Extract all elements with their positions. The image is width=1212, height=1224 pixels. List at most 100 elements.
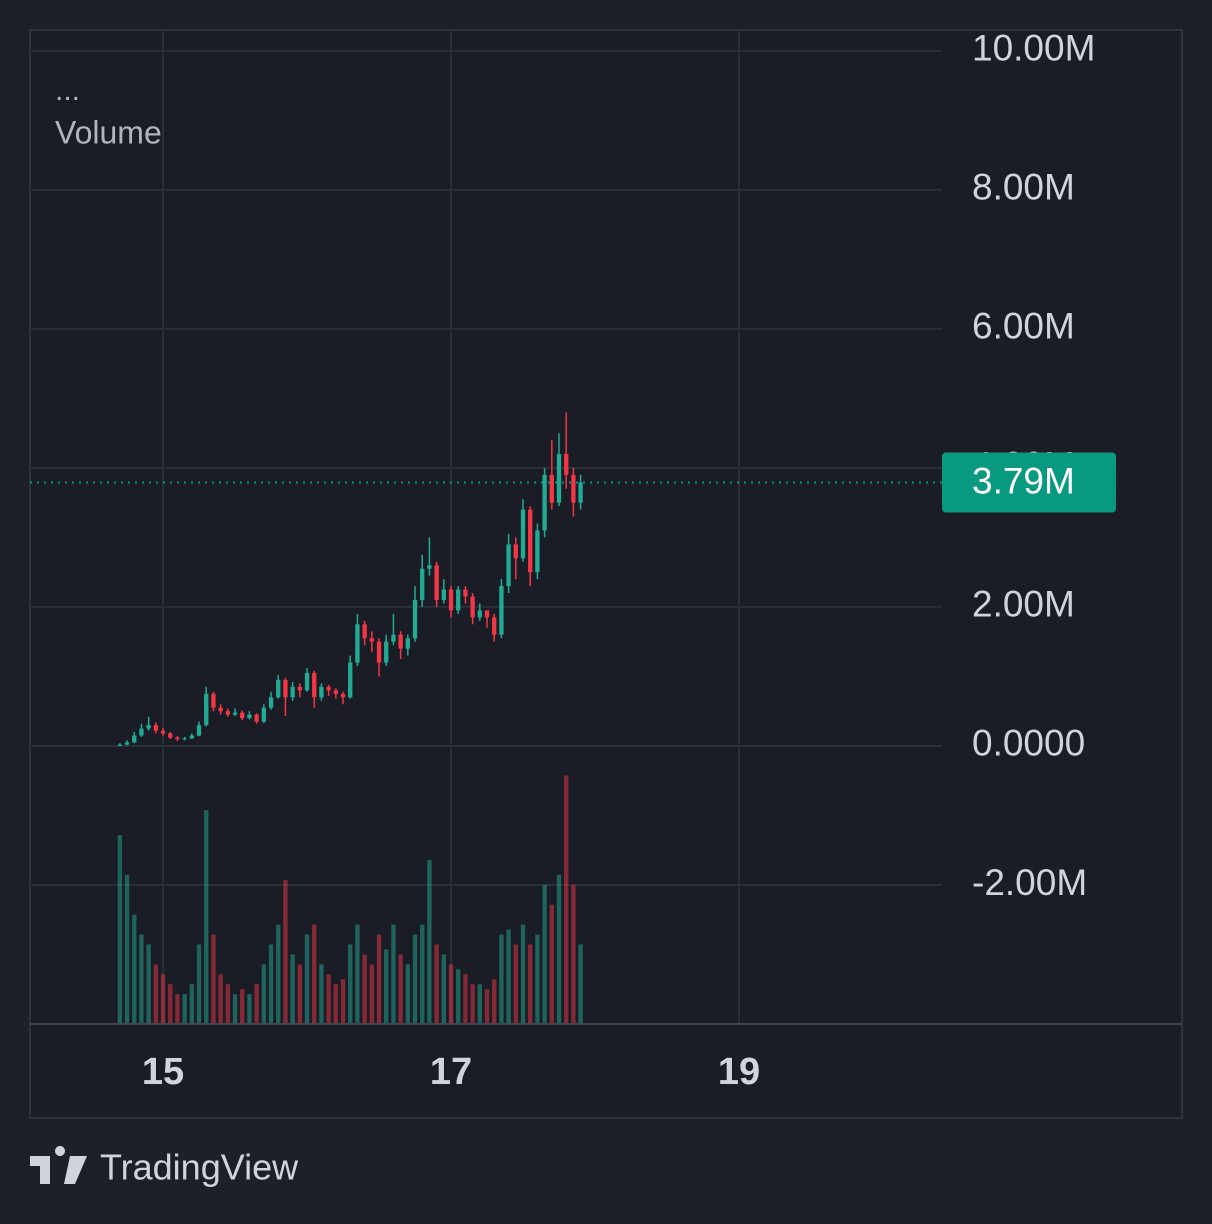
last-price-badge bbox=[942, 452, 1116, 513]
volume-bar bbox=[398, 954, 403, 1024]
volume-bar bbox=[261, 964, 266, 1024]
volume-bar bbox=[513, 944, 518, 1024]
candle-body bbox=[117, 744, 123, 746]
watermark: TradingView bbox=[100, 1147, 299, 1188]
volume-bar bbox=[556, 874, 562, 1024]
candle-body bbox=[168, 733, 173, 738]
volume-bar bbox=[204, 810, 209, 1024]
candle-body bbox=[484, 610, 490, 618]
candle-body bbox=[369, 638, 374, 642]
volume-pane bbox=[117, 775, 583, 1024]
candle-body bbox=[492, 617, 497, 635]
candle-body bbox=[448, 589, 454, 611]
candle-body bbox=[405, 638, 410, 649]
candle-body bbox=[463, 589, 468, 597]
candle-body bbox=[376, 641, 382, 663]
candle-body bbox=[571, 474, 576, 503]
volume-bar bbox=[290, 954, 295, 1024]
volume-bar bbox=[412, 934, 418, 1024]
candle-body bbox=[225, 711, 230, 715]
volume-bar bbox=[247, 994, 252, 1024]
volume-bar bbox=[297, 964, 302, 1024]
candle-body bbox=[124, 742, 130, 745]
volume-bar bbox=[448, 964, 454, 1024]
legend-menu[interactable]: ... bbox=[55, 74, 80, 107]
volume-bar bbox=[182, 994, 187, 1024]
candle-body bbox=[196, 725, 202, 736]
volume-bar bbox=[456, 969, 461, 1024]
volume-bar bbox=[384, 949, 389, 1024]
volume-bar bbox=[189, 984, 194, 1024]
volume-bar bbox=[477, 984, 482, 1024]
volume-bar bbox=[405, 964, 410, 1024]
volume-bar bbox=[535, 934, 540, 1024]
candle-body bbox=[499, 586, 504, 635]
volume-bar bbox=[484, 989, 490, 1024]
volume-bar bbox=[153, 964, 159, 1024]
volume-bar bbox=[333, 984, 338, 1024]
volume-bar bbox=[542, 884, 547, 1024]
logo-icon bbox=[30, 1146, 87, 1184]
volume-bar bbox=[326, 974, 331, 1024]
volume-bar bbox=[283, 879, 288, 1024]
volume-bar bbox=[175, 994, 180, 1024]
candle-body bbox=[477, 610, 482, 618]
volume-bar bbox=[362, 954, 367, 1024]
volume-bar bbox=[240, 989, 245, 1024]
volume-bar bbox=[369, 964, 374, 1024]
volume-bar bbox=[146, 944, 151, 1024]
candle-body bbox=[304, 672, 310, 691]
candle-body bbox=[384, 641, 389, 663]
candle-body bbox=[261, 707, 266, 722]
candle-body bbox=[297, 686, 302, 691]
volume-bar bbox=[571, 884, 576, 1024]
candle-body bbox=[434, 565, 439, 600]
volume-bar bbox=[218, 974, 223, 1024]
volume-bar bbox=[232, 994, 238, 1024]
candle-body bbox=[153, 725, 159, 731]
candle-body bbox=[312, 672, 317, 698]
candle-body bbox=[470, 596, 475, 618]
volume-bar bbox=[132, 914, 137, 1024]
candle-body bbox=[319, 686, 324, 698]
candle-body bbox=[268, 697, 274, 708]
volume-bar bbox=[376, 934, 382, 1024]
volume-bar bbox=[124, 874, 130, 1024]
y-tick-label: -2.00M bbox=[972, 862, 1087, 903]
candle-body bbox=[232, 712, 238, 715]
candle-body bbox=[549, 474, 554, 503]
candle-body bbox=[362, 624, 367, 639]
volume-bar bbox=[492, 979, 497, 1024]
y-tick-label: 6.00M bbox=[972, 306, 1075, 347]
volume-bar bbox=[506, 929, 511, 1024]
tradingview-logo[interactable]: TradingView bbox=[30, 1146, 299, 1188]
grid bbox=[30, 30, 942, 1024]
candle-body bbox=[520, 509, 526, 559]
volume-bar bbox=[304, 934, 310, 1024]
volume-bar bbox=[340, 979, 346, 1024]
candle-body bbox=[182, 738, 187, 740]
volume-bar bbox=[549, 904, 554, 1024]
volume-bar bbox=[319, 964, 324, 1024]
volume-bar bbox=[564, 775, 569, 1024]
candle-body bbox=[513, 544, 518, 559]
volume-bar bbox=[391, 924, 396, 1024]
volume-bar bbox=[211, 934, 216, 1024]
volume-bar bbox=[420, 924, 425, 1024]
candle-body bbox=[175, 737, 180, 740]
candle-body bbox=[290, 686, 295, 698]
x-tick-label: 17 bbox=[430, 1051, 472, 1093]
candle-body bbox=[211, 693, 216, 708]
volume-bar bbox=[470, 984, 475, 1024]
candle-body bbox=[326, 686, 331, 691]
volume-bar bbox=[441, 954, 446, 1024]
candle-body bbox=[398, 634, 403, 649]
candle-body bbox=[456, 589, 461, 611]
candle-body bbox=[427, 565, 432, 569]
y-tick-label: 0.0000 bbox=[972, 723, 1085, 764]
volume-bar bbox=[160, 974, 166, 1024]
candle-body bbox=[240, 712, 245, 719]
volume-bar bbox=[312, 924, 317, 1024]
